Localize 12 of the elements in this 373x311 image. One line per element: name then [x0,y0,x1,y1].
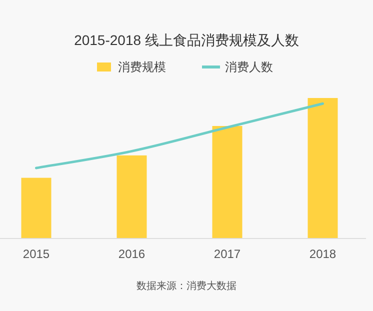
x-tick-label: 2017 [214,247,241,261]
x-tick-label: 2018 [309,247,336,261]
x-tick-label: 2015 [22,247,50,261]
x-tick-label: 2016 [118,247,146,261]
source-note: 数据来源：消费大数据 [136,280,236,292]
bar [308,98,338,238]
bar [212,126,242,238]
bar [116,155,147,238]
legend-label: 消费人数 [225,60,273,74]
legend-label: 消费规模 [118,60,166,74]
chart-title: 2015-2018 线上食品消费规模及人数 [74,32,299,48]
bar [21,178,52,238]
